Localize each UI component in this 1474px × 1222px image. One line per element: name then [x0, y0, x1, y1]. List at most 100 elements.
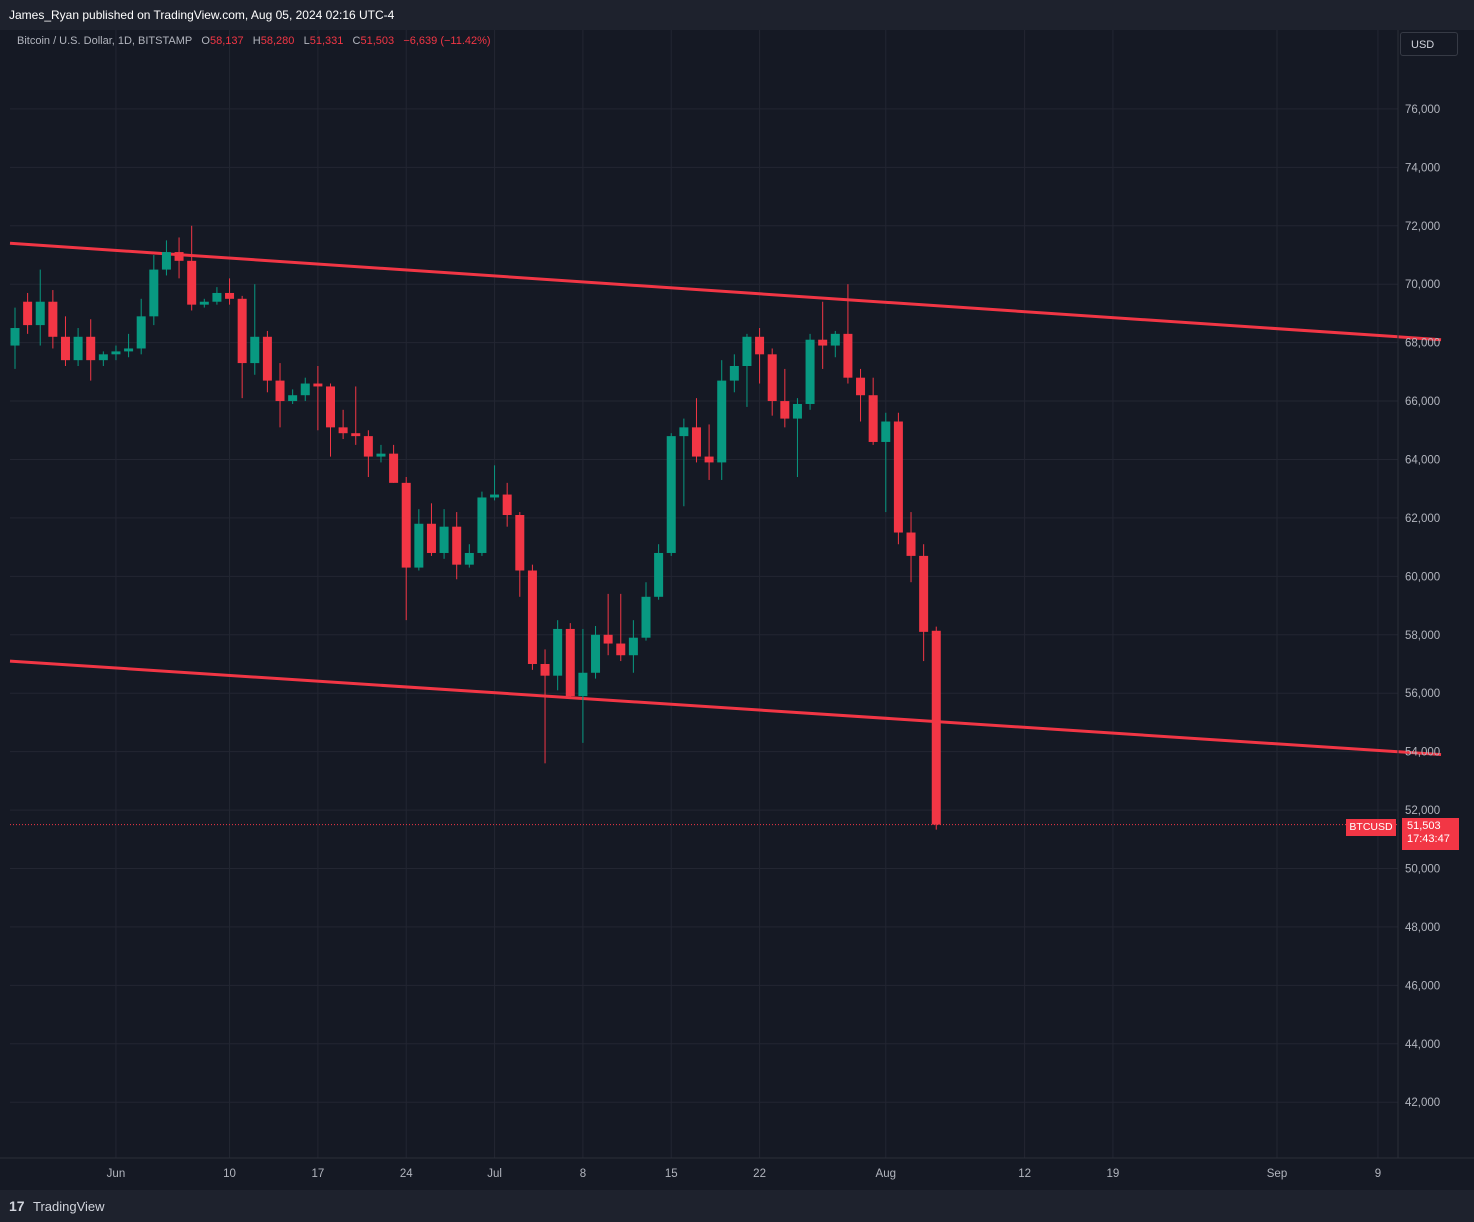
- candle-body: [313, 383, 323, 387]
- candle-body: [755, 336, 765, 355]
- y-tick-label: 70,000: [1405, 279, 1440, 291]
- x-tick-label: Jul: [487, 1168, 502, 1180]
- candle-body: [225, 292, 235, 299]
- x-tick-label: 24: [400, 1168, 413, 1180]
- x-tick-label: 9: [1375, 1168, 1381, 1180]
- candle-body: [161, 252, 171, 270]
- candle-body: [679, 427, 689, 437]
- x-tick-label: Aug: [876, 1168, 896, 1180]
- channel-line-lower: [9, 659, 1442, 757]
- last-price-tag: 51,503 17:43:47: [1402, 818, 1459, 850]
- candle-body: [641, 596, 651, 638]
- candle-body: [729, 366, 739, 381]
- candle-body: [868, 395, 878, 442]
- y-tick-label: 44,000: [1405, 1039, 1440, 1051]
- candle-body: [654, 552, 664, 597]
- x-tick-label: 17: [311, 1168, 324, 1180]
- candle-body: [906, 532, 916, 556]
- time-axis: Jun 10 17 24 Jul 8 15 22 Aug 12 19 Sep 9: [0, 1157, 1474, 1180]
- candle-body: [73, 336, 83, 361]
- high-value: 58,280: [260, 35, 295, 47]
- candle-body: [553, 628, 563, 676]
- candle-body: [691, 427, 701, 457]
- candle-body: [326, 386, 335, 428]
- last-price-value: 51,503: [1407, 820, 1441, 832]
- candle-body: [250, 336, 260, 364]
- y-tick-label: 48,000: [1405, 922, 1440, 934]
- candle-body: [414, 523, 424, 568]
- y-tick-label: 56,000: [1405, 688, 1440, 700]
- chart-grid: [10, 30, 1398, 1158]
- x-tick-label: Jun: [107, 1168, 126, 1180]
- candle-body: [452, 526, 462, 565]
- x-tick-label: 15: [665, 1168, 678, 1180]
- price-axis: 76,000 74,000 72,000 70,000 68,000 66,000 64,0…: [1397, 30, 1440, 1158]
- y-tick-label: 42,000: [1405, 1097, 1440, 1109]
- close-value: 51,503: [360, 35, 395, 47]
- candle-body: [919, 555, 929, 632]
- candle-body: [717, 380, 727, 463]
- candle-body: [401, 482, 411, 568]
- brand-name[interactable]: TradingView: [33, 1199, 105, 1214]
- y-tick-label: 62,000: [1405, 513, 1440, 525]
- y-tick-label: 66,000: [1405, 396, 1440, 408]
- candle-body: [439, 526, 449, 553]
- tradingview-logo-icon[interactable]: 17: [9, 1198, 25, 1214]
- candle-body: [830, 333, 840, 346]
- candle-body: [338, 427, 348, 434]
- close-label: C: [352, 35, 361, 47]
- candle-body: [477, 497, 487, 553]
- candle-body: [767, 354, 777, 402]
- candle-body: [628, 637, 638, 656]
- ohlc-legend: Bitcoin / U.S. Dollar, 1D, BITSTAMP O58,…: [17, 35, 491, 47]
- published-info: James_Ryan published on TradingView.com,…: [9, 8, 395, 22]
- candle-body: [540, 663, 550, 676]
- candle-body: [742, 336, 752, 367]
- candle-body: [60, 336, 70, 361]
- y-tick-label: 46,000: [1405, 980, 1440, 992]
- x-tick-label: Sep: [1267, 1168, 1287, 1180]
- candle-body: [591, 634, 601, 673]
- candle-body: [389, 453, 399, 483]
- candle-body: [565, 628, 575, 697]
- x-tick-label: 19: [1107, 1168, 1120, 1180]
- symbol-label[interactable]: Bitcoin / U.S. Dollar, 1D, BITSTAMP: [17, 35, 193, 47]
- price-chart[interactable]: 76,000 74,000 72,000 70,000 68,000 66,000 64,0…: [0, 0, 1474, 1190]
- candle-body: [376, 453, 386, 457]
- low-label: L: [303, 35, 310, 47]
- candle-body: [149, 269, 159, 317]
- footer-bar: 17 TradingView: [0, 1190, 1474, 1222]
- candle-body: [502, 494, 512, 515]
- candle-body: [237, 298, 247, 364]
- candle-body: [881, 421, 891, 442]
- candle-body: [616, 643, 626, 656]
- candle-body: [843, 333, 853, 378]
- candle-body: [86, 336, 96, 361]
- candle-body: [780, 401, 790, 419]
- symbol-price-tag: BTCUSD: [1346, 819, 1396, 836]
- candle-body: [515, 514, 525, 571]
- candle-body: [48, 301, 58, 337]
- candle-body: [805, 339, 815, 404]
- candle-body: [199, 301, 209, 305]
- channel-line-upper: [9, 241, 1442, 342]
- candle-body: [23, 301, 33, 326]
- candle-body: [136, 316, 146, 349]
- candle-body: [212, 292, 222, 302]
- candle-body: [818, 339, 828, 346]
- candle-body: [931, 630, 941, 825]
- high-label: H: [252, 35, 261, 47]
- candle-body: [363, 436, 373, 457]
- currency-button[interactable]: USD: [1400, 32, 1458, 56]
- channel-lines: [9, 241, 1442, 757]
- candle-body: [464, 552, 474, 565]
- candle-body: [603, 634, 613, 644]
- candle-body: [351, 433, 361, 437]
- y-tick-label: 58,000: [1405, 630, 1440, 642]
- y-tick-label: 52,000: [1405, 805, 1440, 817]
- x-tick-label: 12: [1018, 1168, 1031, 1180]
- y-tick-label: 64,000: [1405, 454, 1440, 466]
- candle-body: [426, 523, 436, 553]
- y-tick-label: 50,000: [1405, 864, 1440, 876]
- bar-countdown: 17:43:47: [1407, 833, 1450, 845]
